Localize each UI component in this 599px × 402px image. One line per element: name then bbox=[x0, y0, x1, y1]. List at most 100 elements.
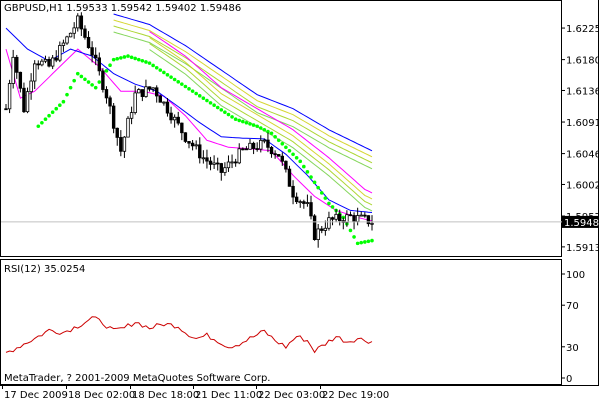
candle-body bbox=[158, 95, 162, 103]
candle-body bbox=[187, 141, 191, 144]
candle-body bbox=[280, 155, 284, 162]
candle-body bbox=[83, 28, 87, 38]
current-price-label: 1.59486 bbox=[564, 218, 599, 229]
candle-body bbox=[334, 213, 338, 220]
chart-title: GBPUSD,H1 1.59533 1.59542 1.59402 1.5948… bbox=[4, 3, 241, 14]
candle-body bbox=[22, 87, 26, 113]
candle-body bbox=[255, 148, 259, 150]
candle-body bbox=[287, 168, 292, 187]
sar-dot bbox=[327, 201, 331, 206]
sar-dot bbox=[276, 138, 281, 143]
candle-body bbox=[312, 215, 317, 241]
sar-dot bbox=[36, 124, 41, 129]
ma-slow-line bbox=[5, 27, 373, 213]
x-tick-label: 22 Dec 03:00 bbox=[258, 390, 325, 401]
sar-dot bbox=[212, 103, 216, 108]
candle-body bbox=[47, 59, 51, 67]
candle-body bbox=[68, 32, 73, 38]
candle-body bbox=[190, 142, 195, 147]
candle-body bbox=[18, 71, 23, 89]
sar-dot bbox=[111, 57, 116, 62]
y-tick-label: 1.60910 bbox=[566, 118, 599, 129]
sar-dot bbox=[241, 119, 245, 124]
candle-body bbox=[269, 146, 274, 155]
sar-dot bbox=[50, 110, 55, 115]
candle-body bbox=[155, 87, 159, 97]
candle-body bbox=[226, 161, 231, 169]
sar-dot bbox=[251, 123, 256, 127]
ribbon-line bbox=[149, 37, 373, 200]
candle-body bbox=[330, 217, 335, 220]
candle-body bbox=[58, 45, 62, 61]
candle-body bbox=[151, 87, 155, 90]
sar-dot bbox=[183, 84, 188, 89]
sar-dot bbox=[72, 78, 76, 83]
sar-dot bbox=[86, 80, 91, 84]
y-tick-label: 1.61360 bbox=[566, 86, 599, 97]
candle-body bbox=[180, 122, 184, 134]
candle-body bbox=[72, 27, 76, 34]
candle-body bbox=[79, 15, 84, 30]
sar-dot bbox=[61, 99, 66, 104]
sar-dot bbox=[119, 56, 123, 60]
candle-body bbox=[305, 202, 310, 204]
candle-body bbox=[137, 89, 141, 94]
candle-body bbox=[111, 105, 116, 129]
sar-dot bbox=[223, 110, 227, 115]
candle-body bbox=[262, 139, 267, 142]
sar-dot bbox=[83, 77, 87, 82]
candle-body bbox=[359, 214, 363, 217]
candle-body bbox=[244, 148, 249, 151]
rsi-tick-label: 100 bbox=[566, 270, 585, 281]
candle-body bbox=[169, 112, 173, 121]
sar-dot bbox=[262, 127, 267, 132]
sar-dot bbox=[154, 65, 159, 70]
sar-dot bbox=[305, 170, 310, 174]
sar-dot bbox=[197, 94, 202, 98]
sar-dot bbox=[370, 238, 374, 243]
candle-body bbox=[241, 148, 245, 151]
candle-body bbox=[352, 215, 356, 222]
x-tick-label: 21 Dec 11:00 bbox=[195, 390, 262, 401]
sar-dot bbox=[258, 126, 263, 130]
candle-body bbox=[201, 157, 206, 160]
sar-dot bbox=[205, 98, 209, 103]
candle-body bbox=[140, 89, 145, 97]
rsi-tick-label: 70 bbox=[566, 301, 579, 312]
candle-body bbox=[291, 185, 295, 198]
sar-dot bbox=[287, 148, 292, 153]
candle-body bbox=[86, 36, 91, 49]
sar-dot bbox=[312, 180, 317, 185]
candle-body bbox=[370, 222, 374, 225]
sar-dot bbox=[136, 57, 141, 62]
sar-dot bbox=[280, 141, 285, 146]
candle-body bbox=[212, 162, 216, 165]
candle-body bbox=[316, 228, 320, 241]
sar-dot bbox=[215, 105, 220, 110]
rsi-panel[interactable] bbox=[0, 259, 562, 385]
candle-body bbox=[54, 57, 58, 61]
copyright-footer: MetaTrader, ? 2001-2009 MetaQuotes Softw… bbox=[4, 373, 270, 384]
sar-dot bbox=[133, 56, 137, 61]
candle-body bbox=[50, 57, 55, 67]
sar-dot bbox=[284, 145, 288, 150]
candle-body bbox=[129, 112, 134, 119]
rsi-tick-label: 0 bbox=[566, 374, 572, 385]
candle-body bbox=[25, 91, 30, 113]
sar-dot bbox=[319, 191, 324, 195]
sar-dot bbox=[68, 85, 73, 90]
sar-dot bbox=[75, 71, 80, 76]
candle-body bbox=[273, 153, 277, 156]
candle-body bbox=[65, 36, 69, 44]
y-tick-label: 1.60460 bbox=[566, 150, 599, 161]
candle-body bbox=[33, 63, 37, 82]
candle-body bbox=[165, 101, 170, 114]
candle-body bbox=[183, 132, 188, 142]
sar-dot bbox=[359, 240, 364, 245]
candle-body bbox=[205, 157, 209, 162]
candle-body bbox=[7, 83, 12, 110]
sar-dot bbox=[104, 69, 109, 73]
upper-band-line bbox=[113, 13, 373, 152]
candle-body bbox=[119, 137, 123, 152]
candle-body bbox=[4, 108, 8, 111]
